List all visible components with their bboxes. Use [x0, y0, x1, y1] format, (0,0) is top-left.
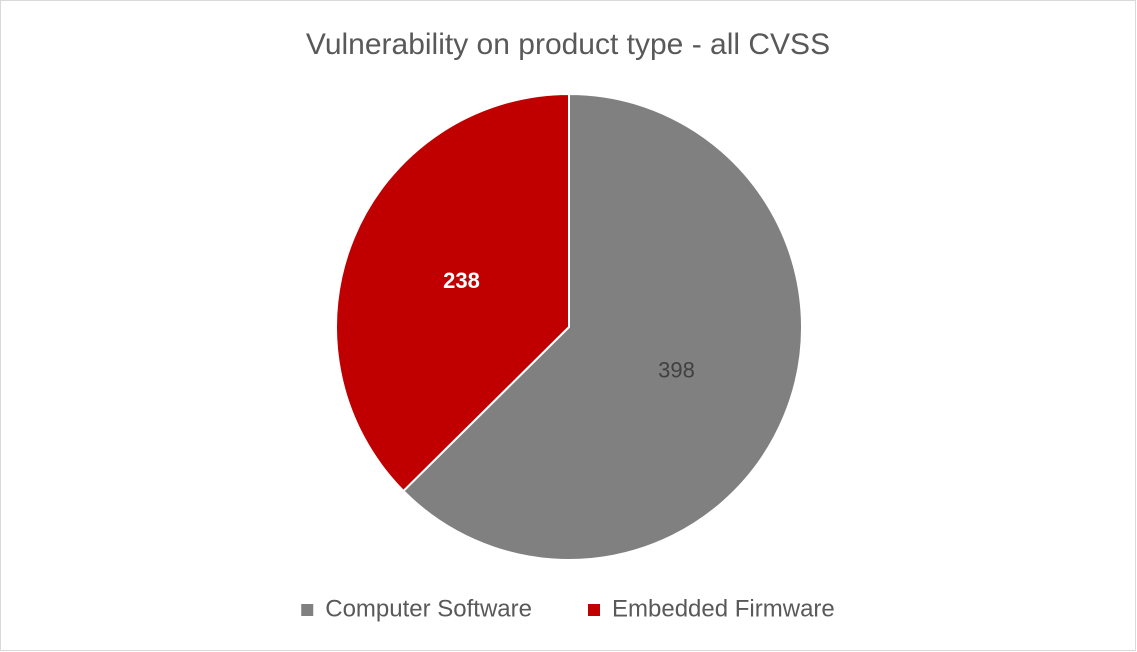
chart-title: Vulnerability on product type - all CVSS	[306, 28, 830, 61]
pie-slice	[335, 92, 570, 493]
legend-item: Computer Software	[301, 595, 532, 622]
data-label: 398	[658, 358, 695, 383]
legend-label: Computer Software	[325, 595, 532, 622]
legend-item: Embedded Firmware	[588, 595, 835, 622]
pie-slice	[402, 92, 803, 561]
data-label: 238	[443, 268, 480, 293]
legend-label: Embedded Firmware	[612, 595, 835, 622]
legend-swatch	[588, 604, 601, 616]
legend-swatch	[301, 604, 314, 616]
